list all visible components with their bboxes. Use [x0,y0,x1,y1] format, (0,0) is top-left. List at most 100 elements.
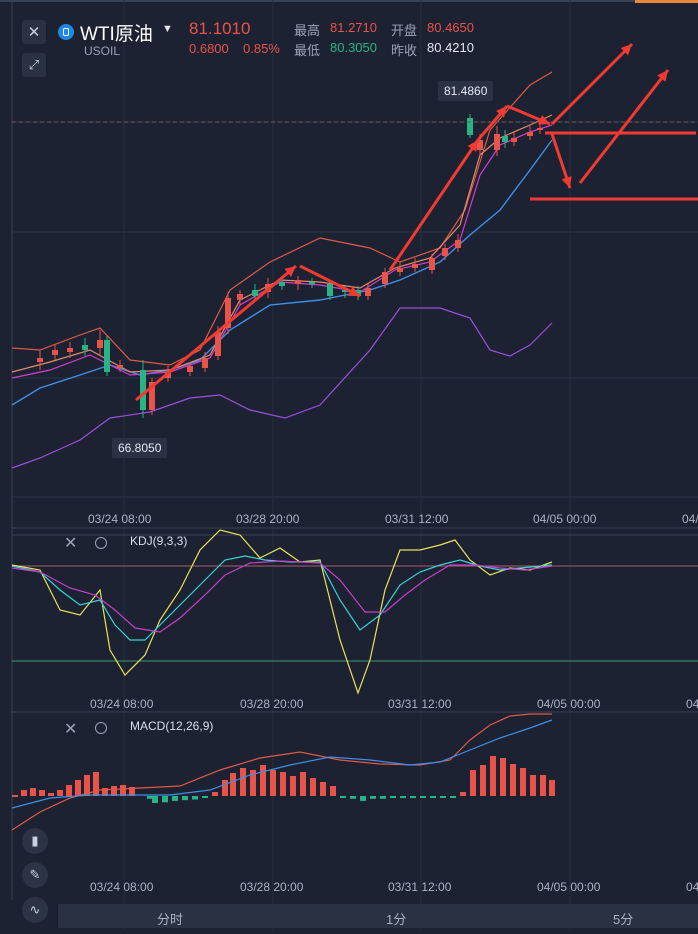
macd-histogram-bar [12,795,18,797]
macd-histogram-bar [280,772,286,796]
candle-body [511,138,517,142]
macd-date-label: 03/24 08:00 [90,880,154,894]
kdj-title: KDJ(9,3,3) [130,534,188,548]
macd-histogram-bar [260,765,266,796]
kdj-date-label: 03/28 20:00 [240,697,304,711]
annotation-arrowhead [561,176,572,188]
macd-histogram-bar [340,796,346,798]
annotation-arrowhead [620,44,632,56]
low-value: 80.3050 [330,40,377,55]
macd-histogram-bar [212,792,218,796]
candle-body [279,282,285,286]
macd-histogram-bar [230,773,236,796]
candle-body [355,290,361,296]
candle-body [202,358,208,368]
timeframe-tab[interactable]: 分时 [157,912,184,927]
expand-button[interactable]: ⤢ [22,53,46,77]
macd-histogram-bar [450,796,456,798]
candle-body [412,264,418,268]
macd-histogram-bar [549,780,555,796]
close-icon: ✕ [27,24,41,41]
candle-body [82,345,88,350]
open-value: 80.4650 [427,20,474,35]
candle-body [309,282,315,284]
macd-histogram-bar [152,796,158,803]
timeframe-tab[interactable]: 1分 [386,912,407,927]
candle-body [252,290,258,296]
annotation-arrow [388,139,480,271]
symbol-dropdown-icon[interactable]: ▼ [162,23,173,35]
macd-histogram-bar [147,796,153,799]
candle-body [140,370,146,410]
candle-body [97,340,103,348]
macd-histogram-bar [250,770,256,796]
kdj-date-label: 03/31 12:00 [388,697,452,711]
candle-body [467,118,473,135]
candle-body [527,132,533,136]
macd-histogram-bar [370,796,376,799]
candlestick-tool-button[interactable]: ▮ [22,828,48,854]
symbol-name[interactable]: WTI原油 [80,24,153,45]
kdj-settings-icon[interactable] [95,537,107,549]
timeframe-tab[interactable]: 5分 [613,912,634,927]
min-price-label: 66.8050 [112,438,168,458]
candle-body [295,280,301,284]
ma-line-orange [11,114,553,373]
macd-date-label: 04/ [686,880,698,894]
macd-histogram-bar [410,796,416,799]
candle-body [494,134,500,150]
main-date-label: 03/28 20:00 [236,512,300,526]
macd-settings-icon[interactable] [95,722,107,734]
kdj-date-label: 04/05 00:00 [537,697,601,711]
candle-body [455,240,461,248]
candle-body [104,340,110,372]
macd-histogram-bar [470,770,476,796]
macd-dea-line [11,713,552,831]
annotation-arrowhead [348,286,360,296]
indicator-icon: ∿ [29,902,41,917]
candle-body [225,298,231,328]
macd-histogram-bar [310,778,316,796]
annotation-arrow [135,264,297,402]
macd-histogram-bar [300,772,306,796]
main-date-label: 04/05 00:00 [533,512,597,526]
candle-body [429,258,435,270]
max-price-label: 81.4860 [438,81,494,101]
draw-tool-button[interactable]: ✎ [22,862,48,888]
macd-histogram-bar [390,796,396,798]
macd-histogram-bar [380,796,386,799]
main-date-label: 04/ [682,512,698,526]
bollinger-lower-line [11,307,553,469]
candle-body [327,284,333,296]
annotation-arrowhead [496,106,507,118]
macd-histogram-bar [440,796,446,798]
macd-histogram-bar [182,796,188,801]
macd-histogram-bar [420,796,426,798]
top-accent [635,0,698,3]
macd-histogram-bar [66,785,72,796]
main-date-label: 03/31 12:00 [385,512,449,526]
close-button[interactable]: ✕ [22,20,46,44]
indicator-tool-button[interactable]: ∿ [22,897,48,923]
kdj-close-icon[interactable]: ✕ [64,535,78,552]
candle-body [117,365,123,368]
macd-close-icon[interactable]: ✕ [64,721,78,738]
macd-histogram-bar [520,768,526,796]
candle-body [149,382,155,410]
macd-date-label: 03/31 12:00 [388,880,452,894]
macd-histogram-bar [202,796,208,798]
annotation-arrowhead [657,70,668,82]
annotation-arrowhead [538,115,550,125]
macd-histogram-bar [48,793,54,796]
macd-date-label: 04/05 00:00 [537,880,601,894]
macd-histogram-bar [129,787,135,796]
macd-histogram-bar [84,775,90,796]
symbol-code: USOIL [84,44,121,58]
symbol-logo-icon [58,24,74,40]
candle-body [477,140,483,150]
macd-date-label: 03/28 20:00 [240,880,304,894]
macd-histogram-bar [510,764,516,796]
macd-histogram-bar [162,796,168,803]
candle-body [365,288,371,296]
